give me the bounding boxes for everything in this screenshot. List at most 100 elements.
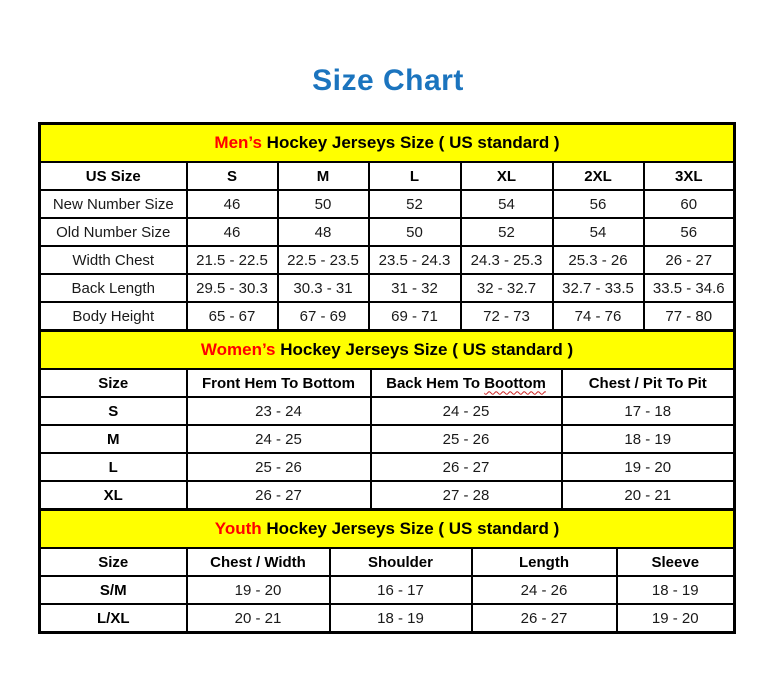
column-header: Length bbox=[470, 547, 618, 577]
womens-size-table: Women’s Hockey Jerseys Size ( US standar… bbox=[38, 329, 737, 511]
value-cell: 24 - 25 bbox=[185, 424, 372, 454]
table-row: Old Number Size 46 48 50 52 54 56 bbox=[38, 217, 736, 247]
column-header: Size bbox=[38, 368, 188, 398]
youth-size-table: Youth Hockey Jerseys Size ( US standard … bbox=[38, 508, 737, 634]
value-cell: 74 - 76 bbox=[551, 301, 645, 332]
value-cell: 17 - 18 bbox=[560, 396, 736, 426]
value-cell: 26 - 27 bbox=[369, 452, 563, 482]
row-label-cell: M bbox=[38, 424, 188, 454]
value-cell: 72 - 73 bbox=[459, 301, 554, 332]
column-header: 2XL bbox=[551, 161, 645, 191]
value-cell: 30.3 - 31 bbox=[276, 273, 370, 303]
value-cell: 16 - 17 bbox=[328, 575, 473, 605]
value-cell: 25 - 26 bbox=[369, 424, 563, 454]
row-label-cell: L/XL bbox=[38, 603, 188, 634]
womens-table-title: Women’s Hockey Jerseys Size ( US standar… bbox=[38, 329, 736, 370]
table-row: Back Length 29.5 - 30.3 30.3 - 31 31 - 32 32… bbox=[38, 273, 736, 303]
table-row: L/XL 20 - 21 18 - 19 26 - 27 19 - 20 bbox=[38, 603, 736, 634]
mens-header-row: US Size S M L XL 2XL 3XL bbox=[38, 161, 736, 191]
row-label-cell: S/M bbox=[38, 575, 188, 605]
column-header: L bbox=[367, 161, 462, 191]
table-row: M 24 - 25 25 - 26 18 - 19 bbox=[38, 424, 736, 454]
value-cell: 20 - 21 bbox=[185, 603, 331, 634]
value-cell: 48 bbox=[276, 217, 370, 247]
womens-title-highlight: Women’s bbox=[200, 340, 276, 359]
value-cell: 24.3 - 25.3 bbox=[459, 245, 554, 275]
column-header: Sleeve bbox=[615, 547, 736, 577]
row-label-cell: L bbox=[38, 452, 188, 482]
column-header: Size bbox=[38, 547, 188, 577]
value-cell: 26 - 27 bbox=[185, 480, 372, 511]
table-row: S/M 19 - 20 16 - 17 24 - 26 18 - 19 bbox=[38, 575, 736, 605]
value-cell: 32.7 - 33.5 bbox=[551, 273, 645, 303]
table-row: S 23 - 24 24 - 25 17 - 18 bbox=[38, 396, 736, 426]
value-cell: 46 bbox=[185, 217, 279, 247]
value-cell: 67 - 69 bbox=[276, 301, 370, 332]
value-cell: 46 bbox=[185, 189, 279, 219]
column-header: XL bbox=[459, 161, 554, 191]
row-label-cell: Back Length bbox=[38, 273, 188, 303]
column-header: Chest / Pit To Pit bbox=[560, 368, 736, 398]
womens-caption-row: Women’s Hockey Jerseys Size ( US standar… bbox=[38, 329, 736, 370]
row-label-cell: Old Number Size bbox=[38, 217, 188, 247]
table-row: Body Height 65 - 67 67 - 69 69 - 71 72 - 73 7… bbox=[38, 301, 736, 332]
column-header: Shoulder bbox=[328, 547, 473, 577]
table-row: L 25 - 26 26 - 27 19 - 20 bbox=[38, 452, 736, 482]
value-cell: 23 - 24 bbox=[185, 396, 372, 426]
value-cell: 69 - 71 bbox=[367, 301, 462, 332]
value-cell: 52 bbox=[367, 189, 462, 219]
womens-header-row: Size Front Hem To Bottom Back Hem To Boott… bbox=[38, 368, 736, 398]
row-label-cell: Width Chest bbox=[38, 245, 188, 275]
column-header: Front Hem To Bottom bbox=[185, 368, 372, 398]
value-cell: 24 - 25 bbox=[369, 396, 563, 426]
value-cell: 21.5 - 22.5 bbox=[185, 245, 279, 275]
value-cell: 26 - 27 bbox=[470, 603, 618, 634]
value-cell: 32 - 32.7 bbox=[459, 273, 554, 303]
row-label-cell: Body Height bbox=[38, 301, 188, 332]
value-cell: 19 - 20 bbox=[185, 575, 331, 605]
mens-size-table: Men’s Hockey Jerseys Size ( US standard … bbox=[38, 122, 736, 332]
value-cell: 18 - 19 bbox=[328, 603, 473, 634]
column-header: Back Hem To Boottom bbox=[369, 368, 563, 398]
table-row: XL 26 - 27 27 - 28 20 - 21 bbox=[38, 480, 736, 511]
page-title: Size Chart bbox=[312, 64, 464, 97]
value-cell: 29.5 - 30.3 bbox=[185, 273, 279, 303]
mens-table-title: Men’s Hockey Jerseys Size ( US standard … bbox=[38, 122, 736, 163]
mens-title-highlight: Men’s bbox=[214, 133, 262, 152]
value-cell: 18 - 19 bbox=[560, 424, 736, 454]
column-header: S bbox=[185, 161, 279, 191]
column-header: 3XL bbox=[642, 161, 736, 191]
value-cell: 77 - 80 bbox=[642, 301, 736, 332]
mens-title-text: Hockey Jerseys Size ( US standard ) bbox=[261, 133, 560, 152]
value-cell: 33.5 - 34.6 bbox=[642, 273, 736, 303]
value-cell: 25 - 26 bbox=[185, 452, 372, 482]
womens-title-text: Hockey Jerseys Size ( US standard ) bbox=[275, 340, 574, 359]
size-tables: Men’s Hockey Jerseys Size ( US standard … bbox=[38, 122, 737, 634]
youth-title-text: Hockey Jerseys Size ( US standard ) bbox=[261, 519, 560, 538]
value-cell: 27 - 28 bbox=[369, 480, 563, 511]
value-cell: 31 - 32 bbox=[367, 273, 462, 303]
value-cell: 60 bbox=[642, 189, 736, 219]
value-cell: 54 bbox=[459, 189, 554, 219]
youth-title-highlight: Youth bbox=[214, 519, 262, 538]
youth-table-title: Youth Hockey Jerseys Size ( US standard … bbox=[38, 508, 736, 549]
youth-header-row: Size Chest / Width Shoulder Length Sleeve bbox=[38, 547, 736, 577]
value-cell: 25.3 - 26 bbox=[551, 245, 645, 275]
value-cell: 54 bbox=[551, 217, 645, 247]
value-cell: 22.5 - 23.5 bbox=[276, 245, 370, 275]
misspelled-word: Boottom bbox=[484, 374, 546, 392]
row-label-cell: S bbox=[38, 396, 188, 426]
value-cell: 23.5 - 24.3 bbox=[367, 245, 462, 275]
value-cell: 56 bbox=[551, 189, 645, 219]
table-row: Width Chest 21.5 - 22.5 22.5 - 23.5 23.5 - … bbox=[38, 245, 736, 275]
table-row: New Number Size 46 50 52 54 56 60 bbox=[38, 189, 736, 219]
value-cell: 26 - 27 bbox=[642, 245, 736, 275]
value-cell: 50 bbox=[276, 189, 370, 219]
value-cell: 19 - 20 bbox=[615, 603, 736, 634]
value-cell: 50 bbox=[367, 217, 462, 247]
value-cell: 24 - 26 bbox=[470, 575, 618, 605]
value-cell: 19 - 20 bbox=[560, 452, 736, 482]
column-header: US Size bbox=[38, 161, 188, 191]
value-cell: 56 bbox=[642, 217, 736, 247]
